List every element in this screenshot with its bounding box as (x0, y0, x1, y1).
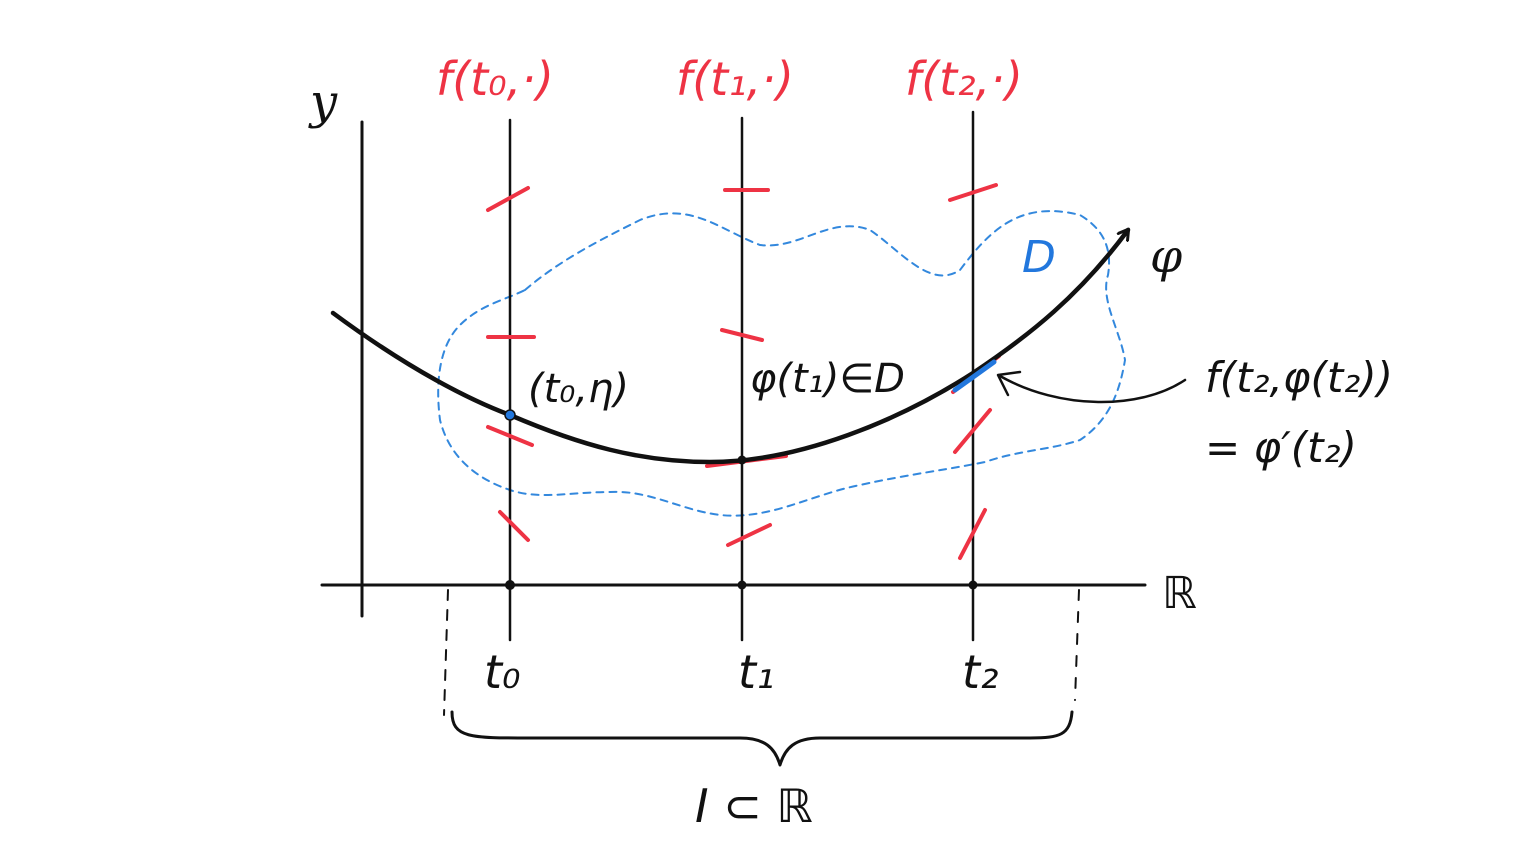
tick-dot-t0 (505, 580, 515, 590)
slope-mark (486, 425, 534, 447)
tick-dot-t1 (737, 580, 747, 590)
point-phi-t1 (737, 455, 747, 465)
slope-mark (486, 186, 530, 212)
slope-mark (498, 510, 530, 542)
interval-left-end (443, 589, 449, 716)
region-d-boundary (437, 210, 1127, 517)
slope-mark (726, 523, 772, 547)
x-axis-label: ℝ (1162, 568, 1197, 619)
tick-label-t1: t₁ (738, 645, 774, 699)
tangent-segment-t2 (952, 359, 997, 393)
slope-label-t1: f(t₁,·) (676, 52, 794, 106)
tick-label-t2: t₂ (962, 645, 998, 699)
tangent-annotation-line2: = φ′(t₂) (1205, 423, 1357, 472)
tick-label-t0: t₀ (484, 645, 520, 699)
point-t0-eta (504, 409, 516, 421)
annotation-arrow (998, 374, 1187, 404)
annotation-arrowhead (996, 370, 1022, 397)
initial-point-label: (t₀,η) (528, 366, 629, 412)
membership-label: φ(t₁)∈D (750, 356, 905, 402)
region-label-d: D (1022, 232, 1056, 283)
curve-label-phi: φ (1150, 229, 1183, 283)
y-axis-label: y (308, 74, 338, 130)
slope-mark (953, 408, 992, 454)
tick-dot-t2 (968, 580, 978, 590)
interval-right-end (1074, 589, 1080, 701)
slope-label-t0: f(t₀,·) (436, 52, 554, 106)
interval-label: I ⊂ ℝ (695, 779, 813, 833)
slope-marks-t0 (486, 186, 536, 542)
solution-curve-phi (330, 230, 1131, 465)
slope-label-t2: f(t₂,·) (905, 52, 1023, 106)
slope-mark (720, 328, 764, 342)
slope-mark (958, 508, 987, 560)
slope-mark (948, 183, 998, 202)
tangent-annotation-line1: f(t₂,φ(t₂)) (1205, 353, 1393, 402)
interval-brace (450, 710, 1074, 767)
